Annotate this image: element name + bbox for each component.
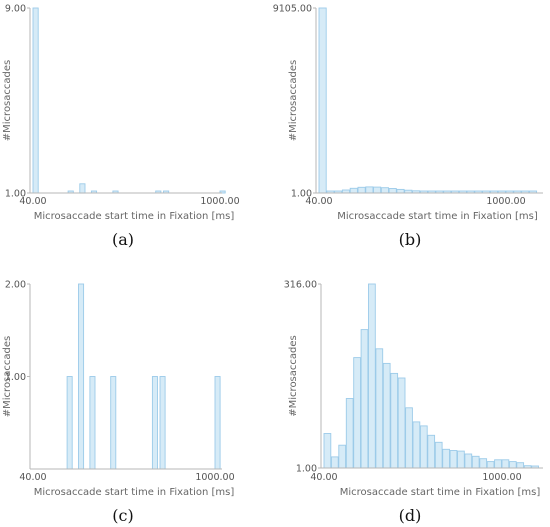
histogram-bar: [360, 329, 369, 469]
histogram-bar: [494, 459, 502, 469]
histogram-bar: [318, 7, 327, 194]
histogram-bar: [471, 455, 480, 469]
histogram-bar: [330, 456, 339, 469]
histogram-bar: [501, 459, 510, 469]
y-tick-label: 1.00: [291, 189, 312, 200]
panel-label: (a): [112, 230, 134, 249]
y-axis-label: #Microsaccades: [2, 336, 13, 417]
panel-label: (d): [399, 506, 422, 525]
histogram-bar: [464, 453, 473, 469]
histogram-bar: [434, 441, 443, 469]
histogram-bar: [89, 376, 96, 470]
histogram-bar: [457, 450, 465, 469]
histogram-bar: [323, 433, 332, 469]
histogram-bar: [427, 434, 436, 469]
histogram-bar: [375, 348, 384, 469]
histogram-bar: [516, 462, 525, 469]
histogram-bar: [159, 376, 166, 470]
histogram-bar: [373, 186, 382, 194]
histogram-panel-2: 1.00 9105.00 40.00 1000.00 Microsaccade star…: [273, 4, 543, 249]
panel-label: (b): [399, 230, 422, 249]
histogram-bar: [390, 372, 399, 469]
histogram-bar: [388, 188, 397, 194]
y-tick-label: 1.00: [296, 464, 317, 475]
histogram-bar: [32, 7, 39, 194]
x-axis-label: Microsaccade start time in Fixation [ms]: [337, 211, 538, 222]
y-axis-label: #Microsaccades: [288, 335, 299, 416]
y-tick-label: 9105.00: [273, 4, 312, 15]
x-tick-label: 40.00: [19, 196, 46, 207]
x-tick-label: 1000.00: [486, 196, 525, 207]
histogram-bar: [78, 283, 85, 470]
x-tick-label: 1000.00: [482, 472, 521, 483]
histogram-bar: [365, 186, 374, 194]
histogram-bar: [486, 461, 495, 469]
histogram-bar: [442, 448, 450, 469]
histogram-panel-4: 1.00 316.00 40.00 1000.00 Microsaccade start…: [284, 280, 543, 525]
y-tick-label: 9.00: [5, 4, 26, 15]
x-axis-label: Microsaccade start time in Fixation [ms]: [34, 211, 235, 222]
histogram-bar: [368, 283, 376, 469]
histogram-panel-3: 1.00 2.00 40.00 1000.00 Microsaccade start t…: [2, 280, 235, 526]
histogram-bar: [219, 190, 226, 194]
histogram-bar: [382, 362, 391, 469]
y-tick-label: 316.00: [284, 280, 317, 291]
x-tick-label: 40.00: [305, 196, 332, 207]
histogram-bar: [396, 188, 405, 194]
histogram-bar: [345, 398, 354, 469]
histogram-bar: [449, 450, 458, 469]
histogram-bar: [79, 183, 86, 194]
histogram-bar: [151, 376, 158, 470]
histogram-bar: [357, 186, 366, 194]
histogram-bar: [338, 444, 347, 469]
histogram-bar: [508, 461, 517, 469]
x-tick-label: 1000.00: [195, 472, 234, 483]
y-tick-label: 1.00: [5, 189, 26, 200]
histogram-bar: [397, 377, 406, 469]
histogram-bar: [110, 376, 117, 470]
histogram-bar: [349, 187, 358, 194]
x-axis-label: Microsaccade start time in Fixation [ms]: [340, 487, 541, 498]
histogram-bar: [380, 187, 389, 194]
y-axis-label: #Microsaccades: [2, 60, 13, 141]
x-tick-label: 40.00: [310, 472, 337, 483]
x-axis-label: Microsaccade start time in Fixation [ms]: [34, 487, 235, 498]
histogram-bar: [412, 421, 421, 469]
histogram-bar: [66, 376, 73, 470]
x-tick-label: 40.00: [19, 472, 46, 483]
histogram-panel-1: 1.00 9.00 40.00 1000.00 Microsaccade start t…: [2, 4, 240, 250]
histogram-bar: [479, 458, 488, 469]
y-tick-label: 1.00: [5, 372, 26, 383]
histogram-bar: [353, 357, 361, 469]
panel-label: (c): [112, 506, 133, 525]
x-tick-label: 1000.00: [200, 196, 239, 207]
y-tick-label: 2.00: [5, 280, 26, 291]
histogram-bar: [214, 376, 221, 470]
histogram-bar: [419, 425, 428, 469]
y-axis-label: #Microsaccades: [288, 60, 299, 141]
histogram-bar: [405, 407, 413, 469]
